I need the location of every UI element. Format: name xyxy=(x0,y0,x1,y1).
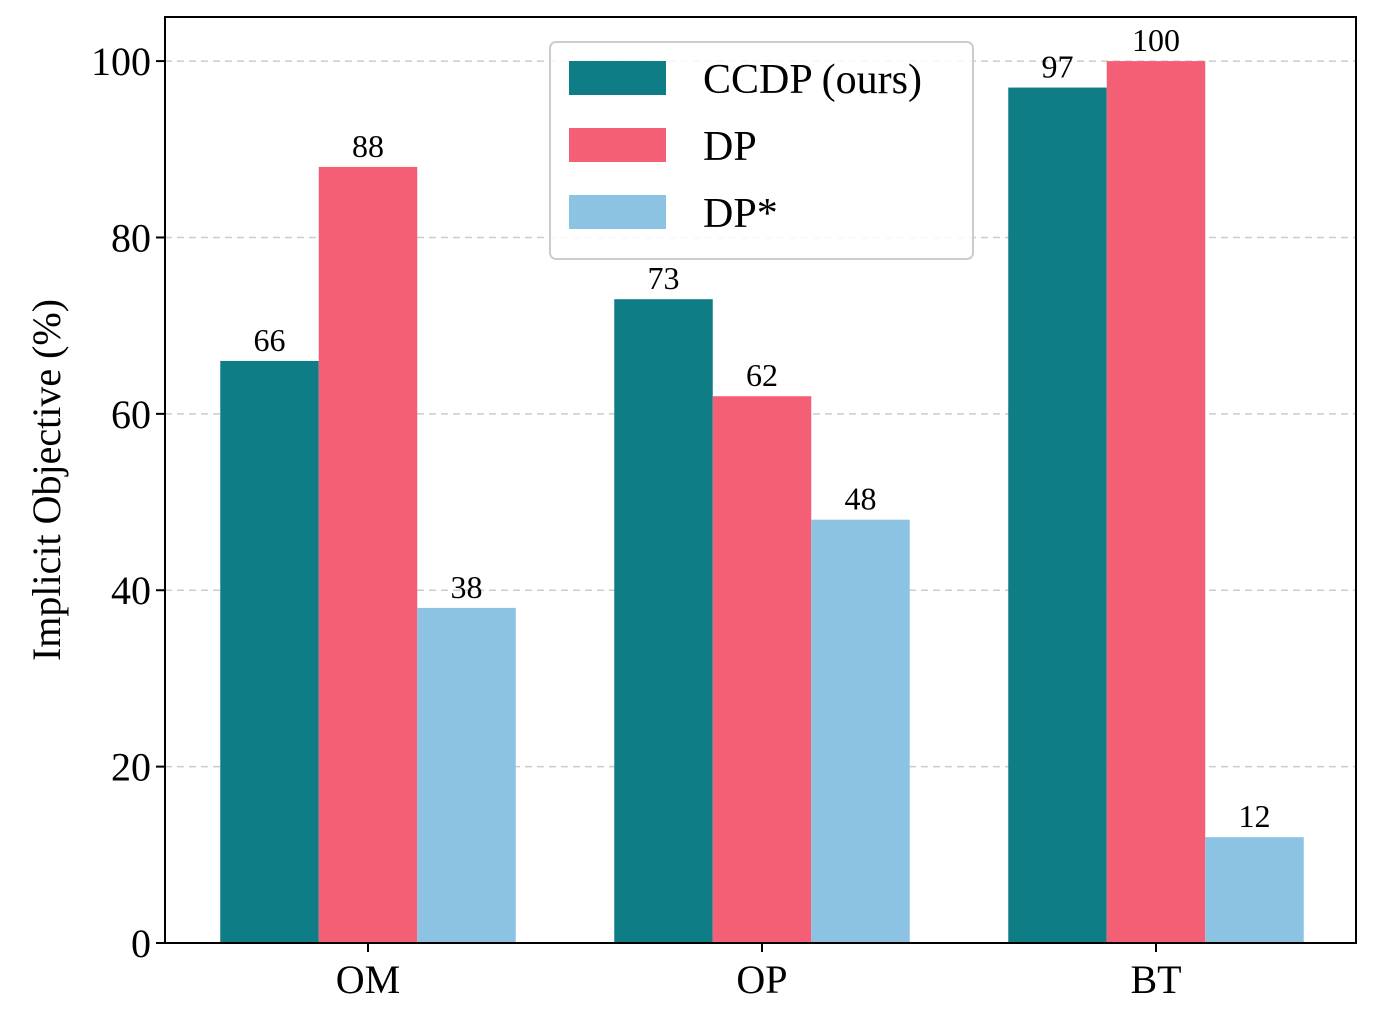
data-label: 97 xyxy=(1042,49,1074,85)
bar-op-series-0 xyxy=(614,299,713,943)
legend-swatch xyxy=(569,61,666,95)
legend-label: DP xyxy=(703,124,757,170)
plot-frame xyxy=(164,16,1357,944)
y-tick-label: 80 xyxy=(111,215,151,260)
data-label: 88 xyxy=(352,128,384,164)
y-tick-label: 100 xyxy=(91,39,151,84)
legend-swatch xyxy=(569,195,666,229)
bar-bt-series-1 xyxy=(1106,61,1206,944)
legend-label: DP* xyxy=(703,191,778,237)
bar-om-series-1 xyxy=(318,166,418,943)
bar-op-series-1 xyxy=(712,396,812,943)
data-label: 62 xyxy=(746,357,778,393)
data-label: 66 xyxy=(254,322,286,358)
legend: CCDP (ours) DP DP* xyxy=(549,41,974,260)
bar-bt-series-0 xyxy=(1008,87,1107,944)
y-tick-label: 20 xyxy=(111,745,151,790)
y-axis-title: Implicit Objective (%) xyxy=(24,299,69,661)
x-tick-label-bt: BT xyxy=(1130,957,1181,1002)
data-label: 100 xyxy=(1132,22,1180,58)
data-label: 73 xyxy=(648,260,680,296)
y-tick-label: 40 xyxy=(111,568,151,613)
bar-om-series-0 xyxy=(220,360,319,943)
data-labels: 66 88 38 73 62 48 97 100 12 xyxy=(254,22,1271,834)
data-label: 38 xyxy=(451,569,483,605)
x-axis-ticks: OM OP BT xyxy=(336,943,1182,1002)
bar-op-series-2 xyxy=(811,519,910,943)
y-tick-label: 60 xyxy=(111,392,151,437)
x-tick-label-om: OM xyxy=(336,957,400,1002)
bar-om-series-2 xyxy=(417,607,516,943)
bars xyxy=(220,61,1304,944)
legend-swatch xyxy=(569,128,666,162)
y-axis-ticks: 0 20 40 60 80 100 xyxy=(91,39,165,966)
x-tick-label-op: OP xyxy=(736,957,787,1002)
data-label: 12 xyxy=(1239,798,1271,834)
bar-bt-series-2 xyxy=(1205,837,1304,943)
legend-label: CCDP (ours) xyxy=(703,57,922,103)
y-tick-label: 0 xyxy=(131,921,151,966)
data-label: 48 xyxy=(845,481,877,517)
